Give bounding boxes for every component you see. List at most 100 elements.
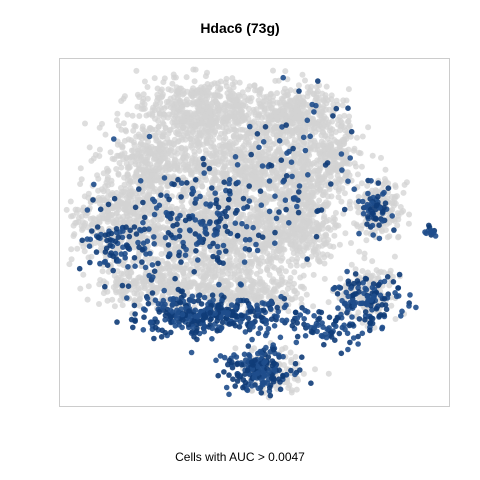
cell-point-low [63,206,70,213]
cell-point-low [292,114,299,121]
cell-point-high [161,287,167,294]
cell-point-low [141,127,148,134]
cell-point-low [229,226,236,233]
cell-point-low [165,114,171,121]
cell-point-low [307,87,314,94]
cell-point-low [132,158,139,165]
cell-point-low [121,203,128,210]
cell-point-low [102,131,109,138]
cell-point-low [147,161,154,168]
cell-point-low [386,233,393,240]
cell-point-low [293,225,300,232]
cell-point-low [222,153,228,159]
cell-point-low [276,99,283,106]
cell-point-low [265,135,272,142]
cell-point-low [300,236,307,243]
cell-point-low [138,284,144,291]
cell-point-low [86,144,93,151]
cell-point-low [179,117,186,124]
cell-point-low [247,277,254,284]
cell-point-low [206,108,213,115]
cell-point-low [208,179,215,186]
cell-point-low [179,104,186,111]
cell-point-low [207,209,214,216]
cell-point-low [278,203,285,210]
cell-point-low [208,143,215,150]
cell-point-low [155,151,162,158]
cell-point-low [191,280,198,287]
cell-point-low [190,66,197,73]
cell-point-low [348,261,355,268]
cell-point-low [140,141,147,148]
cell-point-low [345,86,352,93]
cell-point-low [306,240,313,246]
cell-point-low [273,278,280,285]
cell-point-low [255,97,262,104]
cell-point-low [286,188,293,195]
cell-point-low [175,266,182,273]
cell-point-low [231,92,238,99]
cell-point-low [171,290,178,296]
cell-point-low [233,127,240,134]
cell-point-low [142,177,148,184]
cell-point-low [268,255,275,262]
cell-point-low [111,303,118,310]
cell-point-low [228,101,235,108]
cell-point-low [181,153,188,160]
cell-point-low [255,183,262,190]
cell-point-low [254,287,261,294]
cell-point-low [67,198,74,205]
cell-point-low [382,178,389,185]
cell-point-low [123,154,130,161]
cell-point-high [242,329,249,335]
cell-point-low [183,74,190,81]
cell-point-low [142,283,149,290]
cell-point-low [156,146,163,153]
cell-point-low [330,214,337,221]
cell-point-low [278,228,285,235]
cell-point-low [171,245,178,252]
cell-point-low [151,172,158,179]
cell-point-low [245,173,252,180]
cell-point-low [322,132,329,139]
cell-point-low [222,135,229,142]
cell-point-low [323,83,330,90]
cell-point-low [300,272,307,279]
cell-point-low [158,86,165,93]
cell-point-high [219,319,226,326]
cell-point-low [354,223,361,230]
cell-point-low [144,95,151,102]
cell-point-low [282,68,289,75]
cell-point-low [270,248,277,255]
cell-point-low [170,109,177,116]
cell-point-low [333,149,340,156]
cell-point-low [130,127,137,134]
cell-point-low [127,269,134,276]
cell-point-low [144,84,151,90]
cell-point-low [136,302,143,309]
cell-point-low [80,271,87,278]
cell-point-low [225,93,232,100]
cell-point-low [302,194,309,201]
cell-point-low [157,158,164,165]
cell-point-low [233,102,240,109]
cell-point-low [276,267,283,274]
cell-point-low [211,91,218,98]
cell-point-low [243,241,250,248]
cell-point-low [85,254,92,261]
cell-point-low [219,119,226,126]
cell-point-low [317,122,323,129]
cell-point-low [203,177,210,183]
cell-point-low [105,213,111,220]
cell-point-low [163,146,170,153]
cell-point-low [312,366,318,373]
cell-point-low [291,140,298,147]
cell-point-low [206,281,213,288]
cell-point-low [310,211,317,218]
cell-point-low [321,201,328,208]
cell-point-low [175,89,182,96]
background-cells [63,66,413,401]
cell-point-low [187,168,194,175]
cell-point-low [265,293,272,300]
cell-point-low [251,196,258,203]
